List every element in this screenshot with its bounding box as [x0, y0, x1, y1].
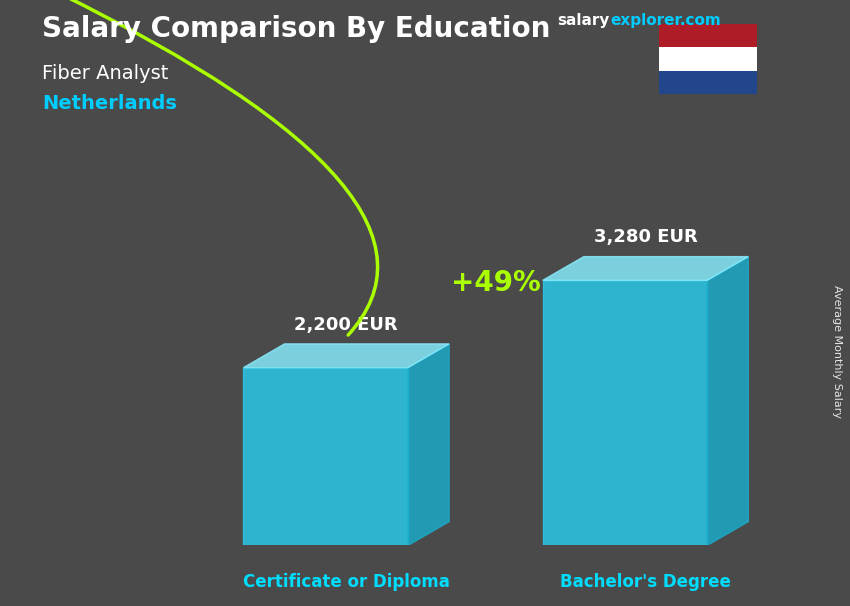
Text: Netherlands: Netherlands — [42, 94, 178, 113]
Text: 3,280 EUR: 3,280 EUR — [593, 228, 697, 247]
Text: Certificate or Diploma: Certificate or Diploma — [243, 573, 450, 591]
Bar — [659, 71, 756, 94]
Text: +49%: +49% — [451, 269, 541, 298]
Bar — [659, 24, 756, 47]
Text: explorer.com: explorer.com — [610, 13, 721, 28]
Text: Salary Comparison By Education: Salary Comparison By Education — [42, 15, 551, 43]
Text: Bachelor's Degree: Bachelor's Degree — [560, 573, 731, 591]
Polygon shape — [542, 256, 748, 281]
Polygon shape — [707, 256, 748, 545]
Text: Fiber Analyst: Fiber Analyst — [42, 64, 169, 82]
Text: salary: salary — [557, 13, 609, 28]
Polygon shape — [243, 368, 408, 545]
Text: Average Monthly Salary: Average Monthly Salary — [832, 285, 842, 418]
Bar — [659, 47, 756, 71]
Text: 2,200 EUR: 2,200 EUR — [294, 316, 398, 334]
Polygon shape — [408, 344, 449, 545]
Polygon shape — [542, 281, 707, 545]
Polygon shape — [243, 344, 449, 368]
